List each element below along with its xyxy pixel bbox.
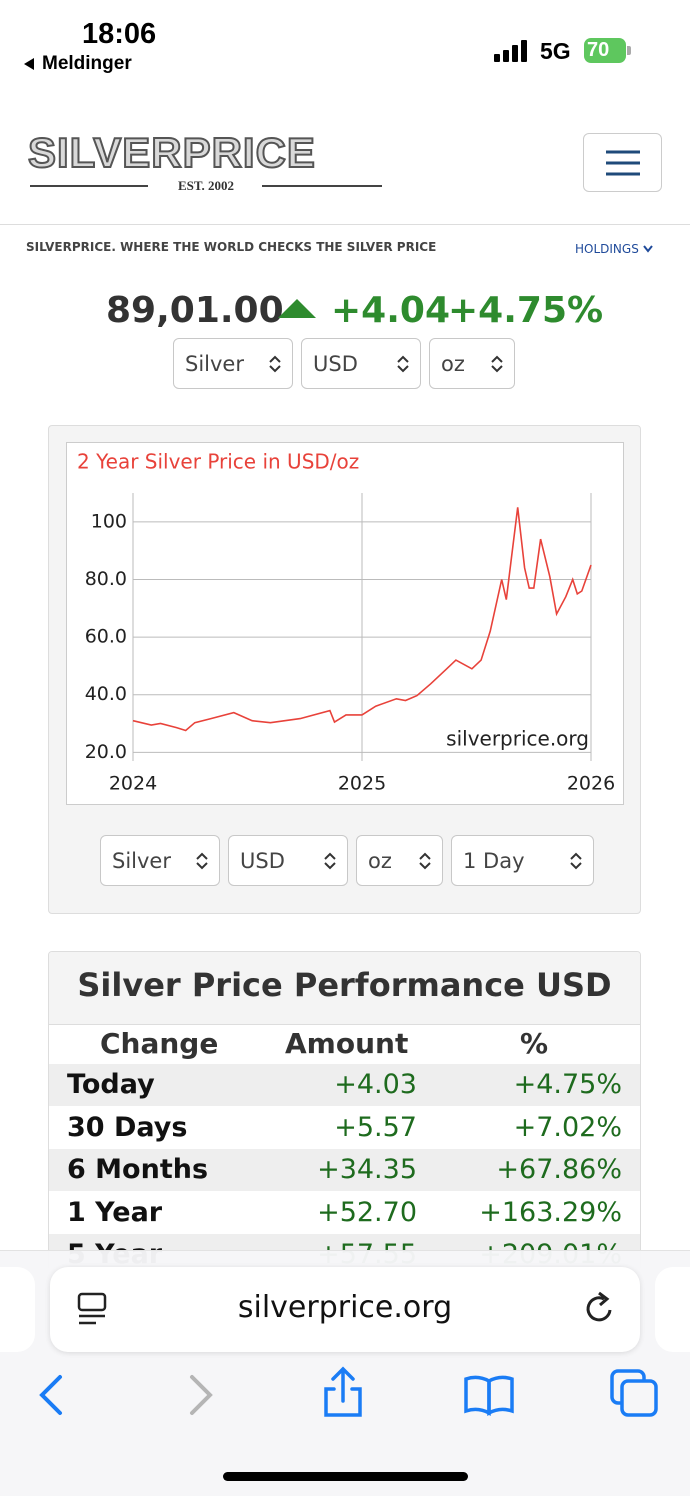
x-tick-label: 2026	[567, 773, 615, 795]
row-percent: +163.29%	[479, 1196, 622, 1228]
select[interactable]: oz	[356, 835, 443, 886]
row-amount: +52.70	[317, 1196, 417, 1228]
row-band	[49, 1064, 640, 1106]
select-value: oz	[368, 848, 392, 873]
tagline: SILVERPRICE. WHERE THE WORLD CHECKS THE …	[26, 240, 437, 254]
menu-icon	[606, 150, 640, 176]
x-tick-label: 2025	[338, 773, 386, 795]
performance-title: Silver Price Performance USD	[77, 966, 612, 1004]
select[interactable]: USD	[228, 835, 348, 886]
y-tick-label: 40.0	[85, 683, 127, 705]
column-header: %	[520, 1027, 549, 1060]
address-bar[interactable]	[50, 1267, 640, 1352]
select-value: 1 Day	[463, 848, 525, 873]
row-label: 30 Days	[67, 1111, 188, 1143]
row-amount: +4.03	[334, 1069, 417, 1100]
y-tick-label: 20.0	[85, 741, 127, 763]
prev-tab[interactable]	[0, 1267, 35, 1352]
x-tick-label: 2024	[109, 773, 157, 795]
logo-established: EST. 2002	[178, 178, 234, 193]
price-value: 89,01.00	[106, 290, 284, 331]
url[interactable]: silverprice.org	[237, 1290, 453, 1325]
performance-panel	[48, 951, 641, 1271]
row-percent: +4.75%	[513, 1069, 622, 1100]
select-value: Silver	[185, 351, 244, 376]
holdings-text: HOLDINGS	[575, 242, 639, 256]
tabs-button[interactable]	[610, 1369, 658, 1417]
column-header: Amount	[285, 1027, 409, 1060]
forward-button[interactable]	[190, 1375, 213, 1415]
status-time: 18:06	[82, 18, 157, 50]
select-chevrons	[419, 852, 431, 869]
chart-title: 2 Year Silver Price in USD/oz	[77, 450, 359, 474]
reload-icon[interactable]	[582, 1290, 618, 1328]
select[interactable]: Silver	[100, 835, 220, 886]
signal-icon	[494, 40, 527, 62]
row-percent: +67.86%	[496, 1154, 622, 1185]
up-arrow-icon	[278, 299, 316, 318]
row-band	[49, 1149, 640, 1191]
chevron-icon	[642, 245, 653, 253]
holdings-link[interactable]: HOLDINGS	[575, 242, 653, 256]
select[interactable]: oz	[429, 338, 515, 389]
chart-watermark: silverprice.org	[446, 727, 589, 751]
row-label: Today	[67, 1069, 155, 1100]
select-chevrons	[491, 355, 503, 372]
status-back-app[interactable]: Meldinger	[42, 53, 132, 74]
price-change-percent: +4.75%	[448, 290, 604, 331]
select-chevrons	[324, 852, 336, 869]
toolbar	[39, 1366, 658, 1417]
select[interactable]: Silver	[173, 338, 293, 389]
header-divider	[0, 224, 690, 225]
select-value: USD	[240, 848, 285, 873]
logo-text: SILVERPRICE	[28, 130, 316, 176]
home-indicator	[223, 1472, 468, 1481]
select-value: Silver	[112, 848, 171, 873]
select[interactable]: 1 Day	[451, 835, 594, 886]
price-line	[132, 507, 592, 732]
back-arrow-icon	[24, 58, 34, 70]
status-network: 5G	[540, 38, 571, 64]
row-percent: +7.02%	[513, 1111, 622, 1143]
battery-level: 70	[587, 39, 610, 61]
next-tab[interactable]	[655, 1267, 690, 1352]
y-tick-label: 80.0	[85, 568, 127, 590]
select-chevrons	[570, 852, 582, 869]
performance-header	[49, 952, 640, 1025]
price-change: +4.04	[331, 290, 450, 331]
row-amount: +5.57	[334, 1111, 417, 1143]
battery: 70	[584, 38, 626, 63]
reader-icon[interactable]	[76, 1292, 110, 1326]
select[interactable]: USD	[301, 338, 421, 389]
y-tick-label: 100	[91, 510, 127, 532]
bookmarks-button[interactable]	[464, 1375, 514, 1416]
back-button[interactable]	[39, 1375, 62, 1415]
column-header: Change	[100, 1027, 219, 1060]
y-tick-label: 60.0	[85, 626, 127, 648]
select-chevrons	[397, 355, 409, 372]
share-button[interactable]	[324, 1366, 362, 1417]
row-label: 6 Months	[67, 1154, 209, 1185]
row-label: 1 Year	[67, 1196, 163, 1228]
battery-tip	[627, 46, 631, 55]
select-chevrons	[196, 852, 208, 869]
select-chevrons	[269, 355, 281, 372]
select-value: USD	[313, 351, 358, 376]
menu-button[interactable]	[583, 133, 662, 192]
chart: 2 Year Silver Price in USD/oz 20.0 40.0 60…	[66, 442, 624, 805]
logo[interactable]: SILVERPRICE EST. 2002	[26, 130, 406, 200]
row-amount: +34.35	[317, 1154, 417, 1185]
select-value: oz	[441, 351, 465, 376]
